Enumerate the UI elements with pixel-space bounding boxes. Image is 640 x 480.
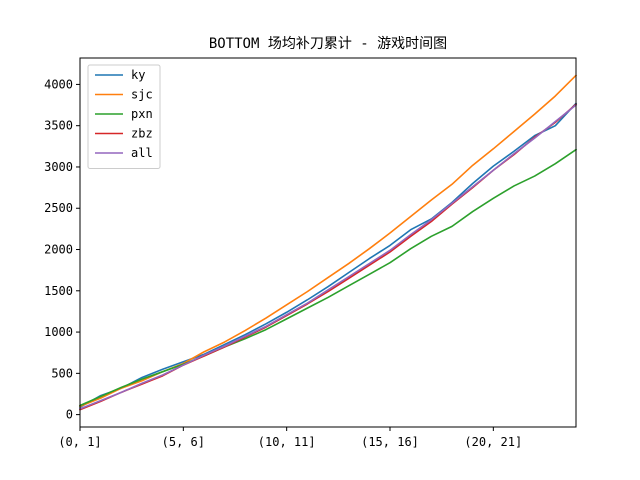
legend-label-pxn: pxn xyxy=(131,107,153,121)
legend-label-zbz: zbz xyxy=(131,127,153,141)
y-tick-label: 3000 xyxy=(44,160,73,174)
series-line-pxn xyxy=(78,148,578,407)
chart-title: BOTTOM 场均补刀累计 - 游戏时间图 xyxy=(209,36,447,52)
y-tick-label: 1500 xyxy=(44,284,73,298)
series-line-all xyxy=(78,103,578,410)
y-tick-label: 4000 xyxy=(44,77,73,91)
y-tick-label: 0 xyxy=(66,408,73,422)
y-tick-label: 1000 xyxy=(44,325,73,339)
legend: ky sjc pxn zbz all xyxy=(87,64,161,169)
legend-label-all: all xyxy=(131,146,153,160)
y-tick-label: 2500 xyxy=(44,201,73,215)
y-tick-label: 2000 xyxy=(44,243,73,257)
legend-label-sjc: sjc xyxy=(131,88,153,102)
legend-box xyxy=(87,64,161,169)
x-tick-label: (10, 11] xyxy=(258,435,316,449)
x-tick-label: (5, 6] xyxy=(162,435,205,449)
axes-frame xyxy=(79,57,577,428)
plot-area: 0 500 1000 1500 2000 2500 3000 3500 4000 (0, 1] (5… xyxy=(44,57,578,449)
y-tick-label: 500 xyxy=(51,366,73,380)
series-line-ky xyxy=(78,102,578,409)
x-tick-label: (20, 21] xyxy=(464,435,522,449)
legend-label-ky: ky xyxy=(131,68,145,82)
x-tick-label: (15, 16] xyxy=(361,435,419,449)
x-tick-label: (0, 1] xyxy=(58,435,101,449)
y-tick-label: 3500 xyxy=(44,119,73,133)
